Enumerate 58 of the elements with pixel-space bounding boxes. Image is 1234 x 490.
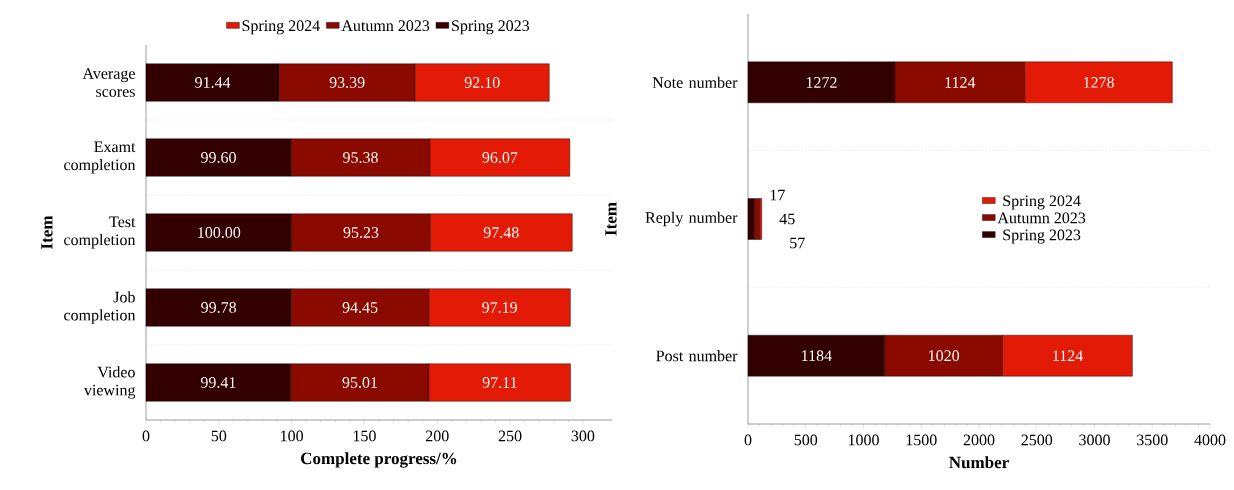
y-tick-label: Note number	[652, 76, 738, 88]
data-label: 1124	[945, 77, 976, 88]
x-tick-label: 2000	[963, 434, 995, 446]
y-axis-title: Item	[605, 202, 617, 236]
y-tick-label: Average scores	[82, 68, 135, 97]
data-label: 1184	[802, 350, 832, 362]
x-tick-label: 200	[425, 430, 449, 442]
data-label: 96.07	[482, 152, 518, 163]
data-label: 95.01	[342, 377, 377, 388]
data-label: 97.19	[482, 302, 517, 313]
data-label: 1124	[1053, 350, 1083, 361]
data-label: 97.48	[483, 227, 519, 238]
data-label: 93.39	[329, 77, 365, 88]
x-tick-label: 1000	[848, 434, 879, 446]
y-tick-label: Test completion	[64, 216, 136, 249]
data-label: 91.44	[195, 77, 231, 88]
y-tick-label: Video viewing	[83, 366, 136, 399]
x-tick-label: 150	[353, 430, 376, 442]
legend-label: Spring 2024	[1003, 195, 1081, 210]
data-label: 1278	[1083, 76, 1114, 88]
x-tick-label: 50	[211, 430, 227, 442]
x-tick-label: 4000	[1194, 434, 1226, 446]
y-tick-label: Reply number	[645, 211, 738, 227]
x-tick-label: 100	[281, 430, 304, 442]
legend-label: Autumn 2023	[341, 20, 430, 32]
data-label: 95.23	[343, 227, 379, 238]
legend-label: Spring 2024	[242, 20, 320, 35]
x-axis-title: Number	[949, 456, 1009, 469]
x-tick-label: 2500	[1021, 434, 1053, 446]
data-label: 99.41	[200, 377, 236, 388]
x-tick-label: 1500	[906, 434, 937, 446]
data-label: 95.38	[343, 152, 378, 163]
x-tick-label: 0	[142, 430, 150, 442]
data-label: 1272	[806, 77, 837, 88]
x-tick-label: 300	[571, 430, 595, 442]
legend-label: Spring 2023	[452, 20, 530, 35]
legend-label: Autumn 2023	[997, 212, 1086, 224]
x-axis-title: Complete progress/%	[301, 452, 457, 468]
x-tick-label: 3500	[1137, 434, 1168, 446]
legend-label: Spring 2023	[1003, 229, 1081, 244]
y-axis-title: Item	[41, 215, 53, 249]
x-tick-label: 500	[794, 434, 818, 446]
data-label: 92.10	[464, 77, 500, 88]
data-label: 1020	[929, 350, 960, 362]
data-label: 45	[779, 213, 795, 225]
y-tick-label: Job completion	[64, 291, 136, 324]
y-tick-label: Post number	[656, 350, 738, 362]
data-label: 57	[790, 237, 805, 249]
data-label: 94.45	[342, 302, 378, 313]
x-tick-label: 0	[744, 434, 752, 446]
data-label: 99.78	[201, 302, 237, 313]
data-label: 100.00	[198, 227, 241, 238]
x-tick-label: 250	[498, 430, 522, 442]
data-label: 99.60	[201, 152, 236, 163]
data-label: 97.11	[482, 377, 517, 388]
data-label: 17	[770, 189, 785, 201]
y-tick-label: Examt completion	[64, 141, 136, 174]
x-tick-label: 3000	[1079, 434, 1110, 446]
